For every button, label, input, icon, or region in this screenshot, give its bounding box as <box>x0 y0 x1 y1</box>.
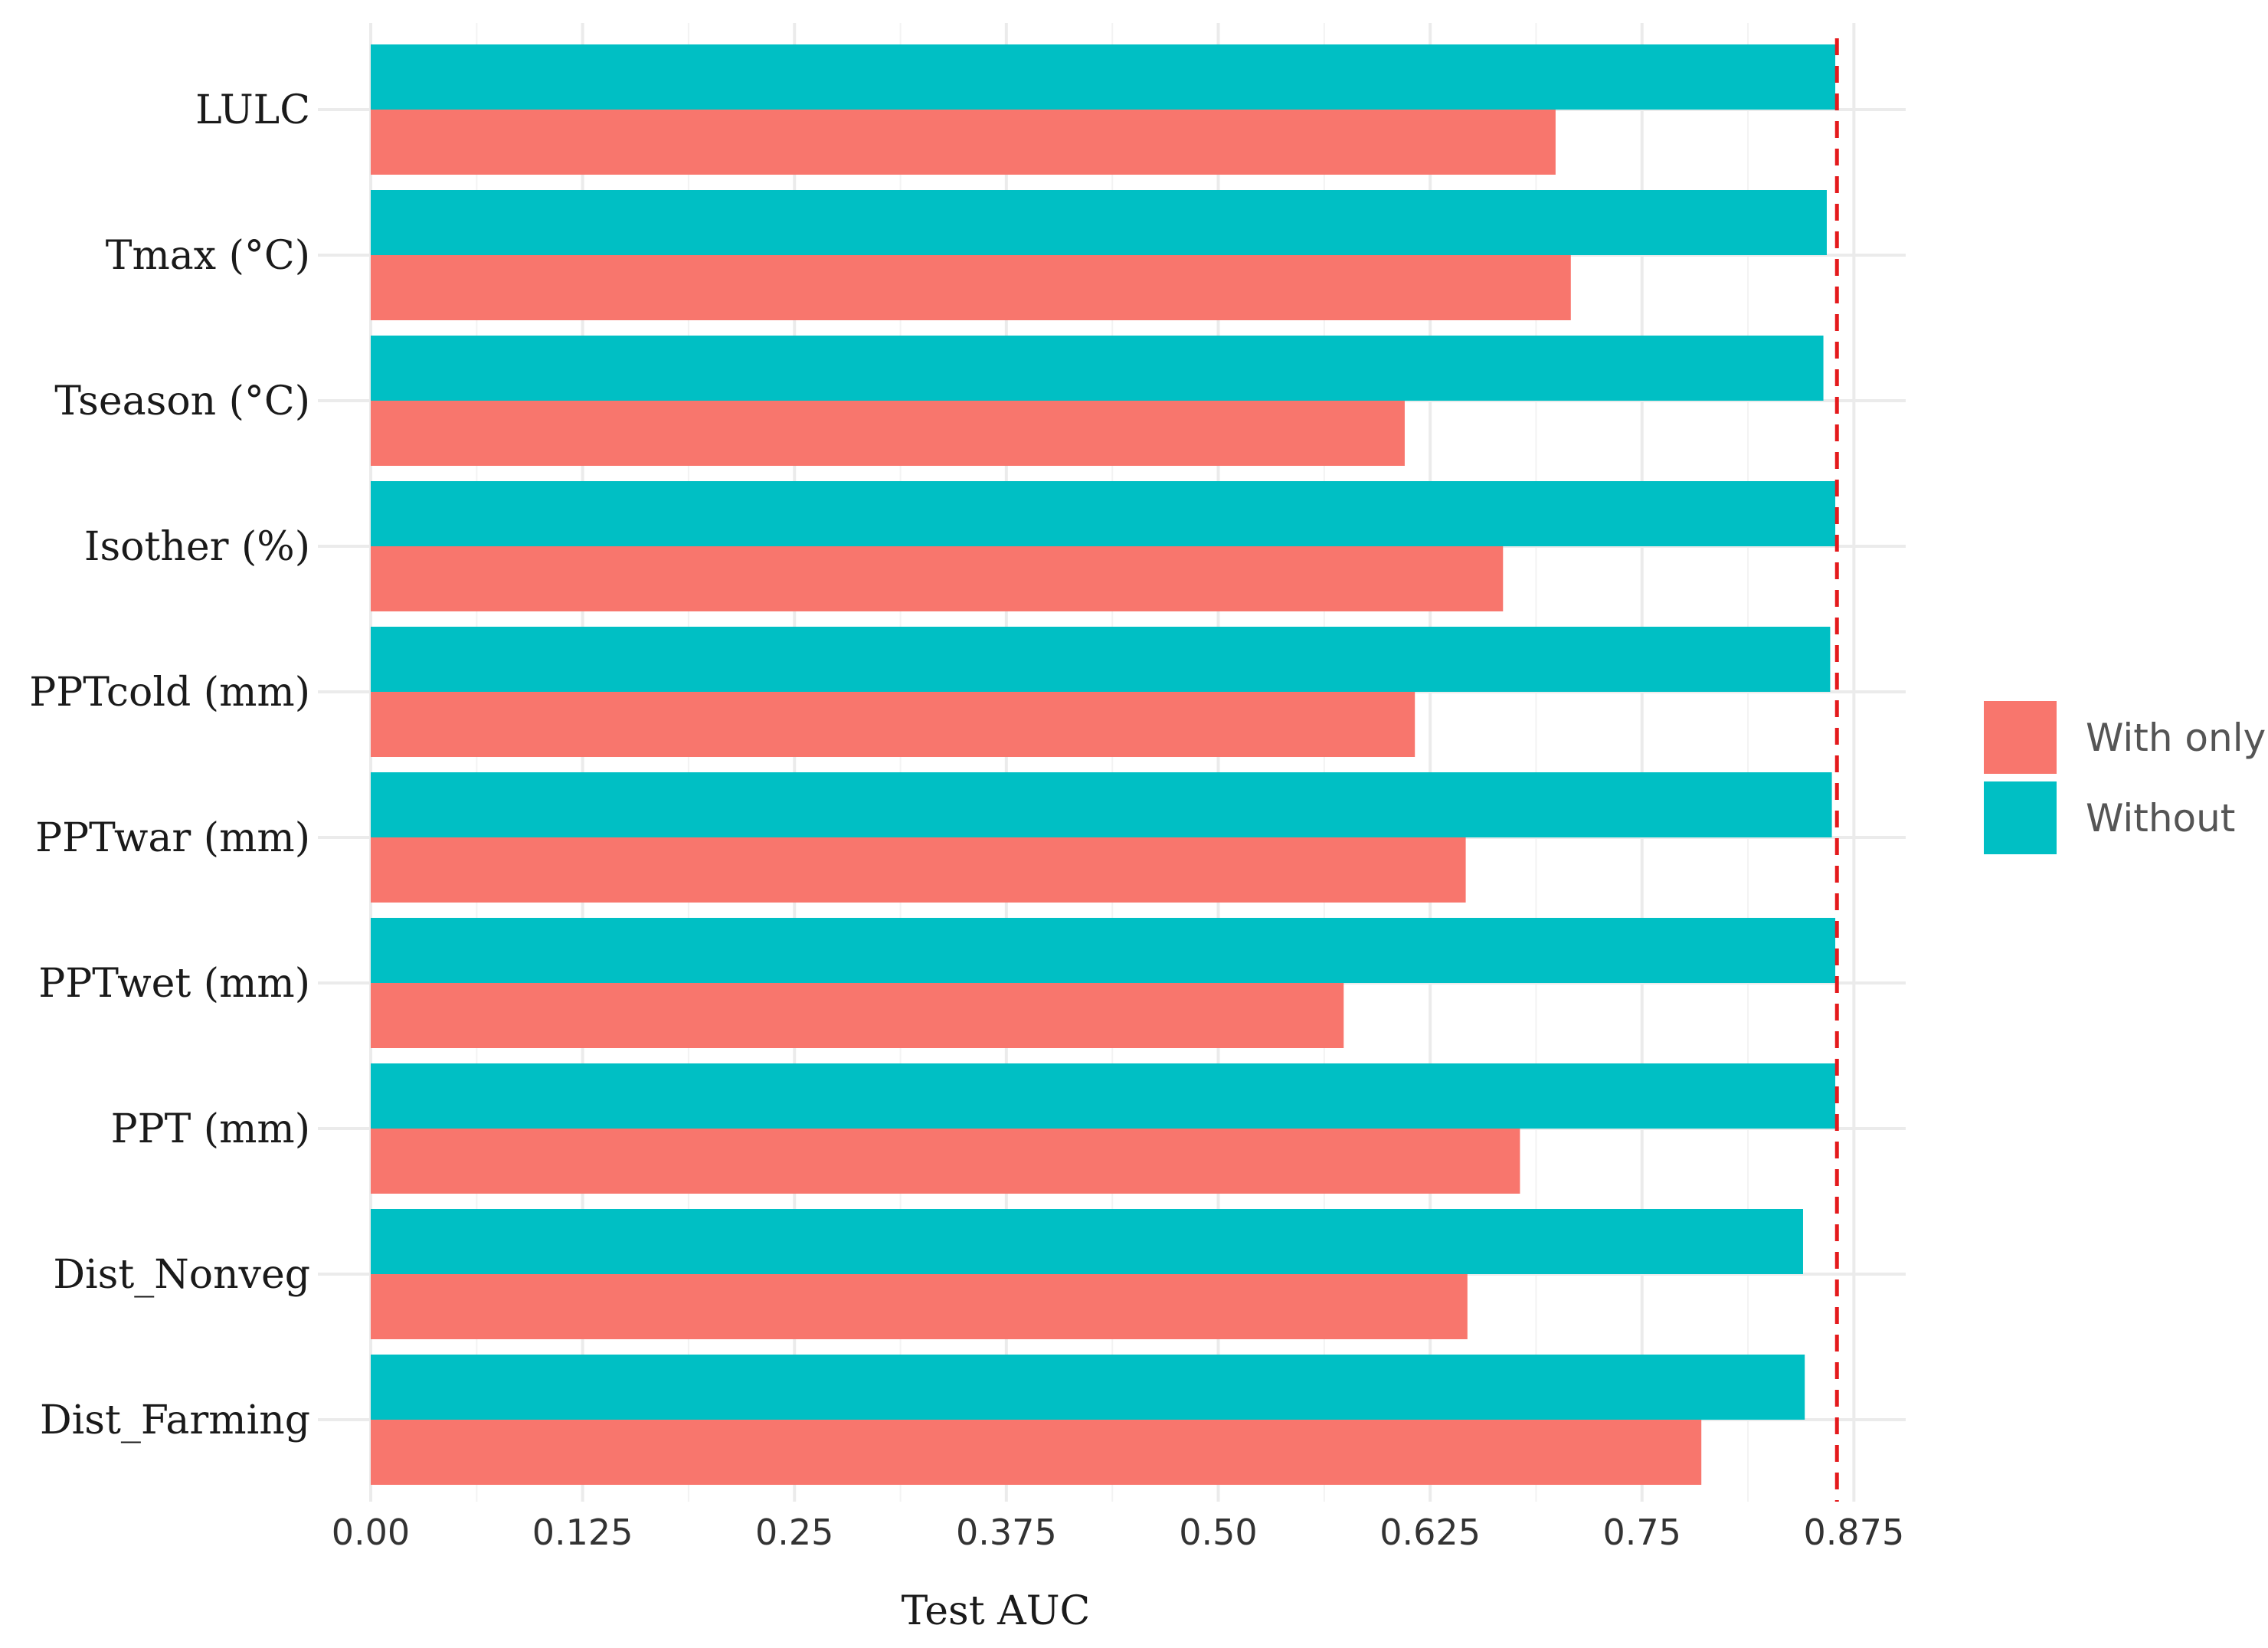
bar-with-only <box>371 401 1405 466</box>
category-label: PPTwar (mm) <box>35 815 310 861</box>
x-tick-label: 0.625 <box>1379 1512 1481 1553</box>
bar-without <box>371 1209 1803 1274</box>
bar-without <box>371 44 1836 110</box>
legend: With only Without <box>1984 701 2266 854</box>
x-axis-title: Test AUC <box>902 1588 1091 1634</box>
category-label: Tseason (°C) <box>54 378 310 424</box>
legend-swatch <box>1984 701 2057 774</box>
bar-with-only <box>371 110 1556 175</box>
bar-with-only <box>371 546 1504 611</box>
x-tick-label: 0.50 <box>1179 1512 1257 1553</box>
x-tick-labels: 0.00 0.125 0.25 0.375 0.50 0.625 0.75 0.875 <box>332 1512 1904 1553</box>
category-label: PPTcold (mm) <box>29 670 310 716</box>
x-tick-label: 0.375 <box>956 1512 1057 1553</box>
category-labels: LULC Tmax (°C) Tseason (°C) Isother (%) PPTc… <box>29 87 310 1443</box>
bar-without <box>371 190 1827 255</box>
category-label: PPTwet (mm) <box>38 961 310 1007</box>
bar-with-only <box>371 1274 1468 1339</box>
x-tick-label: 0.875 <box>1804 1512 1905 1553</box>
category-label: PPT (mm) <box>111 1106 310 1152</box>
legend-label: Without <box>2086 796 2235 840</box>
bar-without <box>371 918 1836 983</box>
legend-swatch <box>1984 781 2057 854</box>
category-label: Dist_Nonveg <box>53 1252 310 1298</box>
x-tick-label: 0.25 <box>755 1512 833 1553</box>
category-label: LULC <box>195 87 310 133</box>
x-tick-label: 0.125 <box>532 1512 633 1553</box>
bar-with-only <box>371 692 1415 757</box>
bar-with-only <box>371 1420 1702 1485</box>
bar-with-only <box>371 255 1571 320</box>
bar-with-only <box>371 983 1344 1048</box>
bar-without <box>371 336 1824 401</box>
x-tick-label: 0.75 <box>1603 1512 1681 1553</box>
bar-without <box>371 772 1832 837</box>
legend-label: With only <box>2086 716 2266 760</box>
category-label: Isother (%) <box>84 524 310 570</box>
bar-without <box>371 1355 1805 1420</box>
category-label: Dist_Farming <box>40 1397 310 1443</box>
bar-with-only <box>371 837 1466 903</box>
bar-without <box>371 1063 1836 1129</box>
bar-without <box>371 627 1831 692</box>
bar-without <box>371 481 1836 546</box>
bars <box>371 44 1836 1485</box>
category-label: Tmax (°C) <box>106 233 310 279</box>
x-tick-label: 0.00 <box>332 1512 410 1553</box>
bar-with-only <box>371 1129 1520 1194</box>
